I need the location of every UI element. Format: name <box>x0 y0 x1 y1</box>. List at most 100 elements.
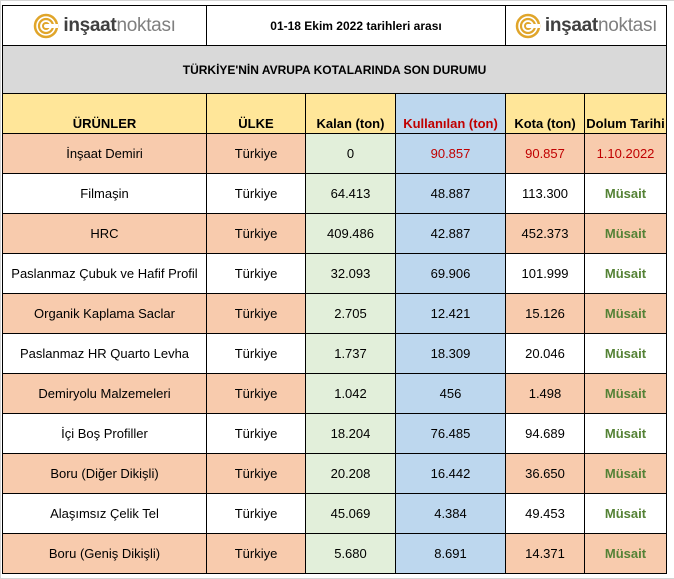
remaining-cell: 0 <box>305 133 396 174</box>
used-cell: 456 <box>395 373 506 414</box>
product-cell: İçi Boş Profiller <box>2 413 207 454</box>
country-cell: Türkiye <box>206 213 306 254</box>
used-cell: 4.384 <box>395 493 506 534</box>
country-cell: Türkiye <box>206 253 306 294</box>
status-cell: Müsait <box>584 533 667 574</box>
remaining-cell: 1.737 <box>305 333 396 374</box>
col-header-product: ÜRÜNLER <box>2 93 207 134</box>
status-cell: Müsait <box>584 213 667 254</box>
logo-left-light: noktası <box>116 14 176 36</box>
date-range: 01-18 Ekim 2022 tarihleri arası <box>206 5 506 46</box>
col-header-remaining: Kalan (ton) <box>305 93 396 134</box>
logo-right-cell: inşaatnoktası <box>505 5 667 46</box>
product-cell: HRC <box>2 213 207 254</box>
status-cell: Müsait <box>584 253 667 294</box>
product-cell: Organik Kaplama Saclar <box>2 293 207 334</box>
quota-cell: 15.126 <box>505 293 585 334</box>
logo-right-text: inşaatnoktası <box>544 14 658 37</box>
used-cell: 8.691 <box>395 533 506 574</box>
col-header-used: Kullanılan (ton) <box>395 93 506 134</box>
product-cell: İnşaat Demiri <box>2 133 207 174</box>
status-cell: Müsait <box>584 293 667 334</box>
remaining-cell: 64.413 <box>305 173 396 214</box>
status-cell: 1.10.2022 <box>584 133 667 174</box>
logo-left: inşaatnoktası <box>4 13 206 39</box>
quota-cell: 1.498 <box>505 373 585 414</box>
remaining-cell: 45.069 <box>305 493 396 534</box>
status-cell: Müsait <box>584 333 667 374</box>
quota-cell: 36.650 <box>505 453 585 494</box>
table-row: Paslanmaz Çubuk ve Hafif Profil Türkiye … <box>2 253 667 294</box>
remaining-cell: 18.204 <box>305 413 396 454</box>
quota-table: inşaatnoktası 01-18 Ekim 2022 tarihleri … <box>2 5 667 574</box>
country-cell: Türkiye <box>206 173 306 214</box>
country-cell: Türkiye <box>206 133 306 174</box>
product-cell: Alaşımsız Çelik Tel <box>2 493 207 534</box>
remaining-cell: 32.093 <box>305 253 396 294</box>
table-row: Demiryolu Malzemeleri Türkiye 1.042 456 … <box>2 373 667 414</box>
product-cell: Paslanmaz Çubuk ve Hafif Profil <box>2 253 207 294</box>
logo-right-bold: inşaat <box>544 14 598 36</box>
status-cell: Müsait <box>584 453 667 494</box>
quota-cell: 90.857 <box>505 133 585 174</box>
quota-cell: 14.371 <box>505 533 585 574</box>
logo-swirl-icon <box>515 13 541 38</box>
table-row: Boru (Geniş Dikişli) Türkiye 5.680 8.691… <box>2 533 667 574</box>
table-row: HRC Türkiye 409.486 42.887 452.373 Müsai… <box>2 213 667 254</box>
col-header-quota: Kota (ton) <box>505 93 585 134</box>
logo-left-bold: inşaat <box>63 14 117 36</box>
used-cell: 12.421 <box>395 293 506 334</box>
header-row: ÜRÜNLER ÜLKE Kalan (ton) Kullanılan (ton… <box>2 93 667 134</box>
remaining-cell: 5.680 <box>305 533 396 574</box>
quota-cell: 101.999 <box>505 253 585 294</box>
country-cell: Türkiye <box>206 293 306 334</box>
logo-right: inşaatnoktası <box>507 13 666 39</box>
country-cell: Türkiye <box>206 333 306 374</box>
status-cell: Müsait <box>584 373 667 414</box>
title-row: TÜRKİYE'NİN AVRUPA KOTALARINDA SON DURUM… <box>2 45 667 94</box>
quota-cell: 113.300 <box>505 173 585 214</box>
table-row: İçi Boş Profiller Türkiye 18.204 76.485 … <box>2 413 667 454</box>
used-cell: 16.442 <box>395 453 506 494</box>
country-cell: Türkiye <box>206 453 306 494</box>
quota-cell: 94.689 <box>505 413 585 454</box>
table-row: İnşaat Demiri Türkiye 0 90.857 90.857 1.… <box>2 133 667 174</box>
table-row: Boru (Diğer Dikişli) Türkiye 20.208 16.4… <box>2 453 667 494</box>
status-cell: Müsait <box>584 173 667 214</box>
remaining-cell: 2.705 <box>305 293 396 334</box>
used-cell: 18.309 <box>395 333 506 374</box>
table-row: Paslanmaz HR Quarto Levha Türkiye 1.737 … <box>2 333 667 374</box>
product-cell: Filmaşin <box>2 173 207 214</box>
logo-right-light: noktası <box>597 14 658 36</box>
remaining-cell: 1.042 <box>305 373 396 414</box>
status-cell: Müsait <box>584 413 667 454</box>
logo-left-cell: inşaatnoktası <box>2 5 207 46</box>
country-cell: Türkiye <box>206 493 306 534</box>
product-cell: Boru (Geniş Dikişli) <box>2 533 207 574</box>
used-cell: 76.485 <box>395 413 506 454</box>
quota-cell: 452.373 <box>505 213 585 254</box>
status-cell: Müsait <box>584 493 667 534</box>
logo-swirl-icon <box>34 13 59 38</box>
country-cell: Türkiye <box>206 533 306 574</box>
remaining-cell: 409.486 <box>305 213 396 254</box>
used-cell: 42.887 <box>395 213 506 254</box>
table-title: TÜRKİYE'NİN AVRUPA KOTALARINDA SON DURUM… <box>2 45 667 94</box>
product-cell: Demiryolu Malzemeleri <box>2 373 207 414</box>
table-row: Organik Kaplama Saclar Türkiye 2.705 12.… <box>2 293 667 334</box>
logo-left-text: inşaatnoktası <box>63 14 176 37</box>
quota-cell: 49.453 <box>505 493 585 534</box>
remaining-cell: 20.208 <box>305 453 396 494</box>
table-row: Filmaşin Türkiye 64.413 48.887 113.300 M… <box>2 173 667 214</box>
used-cell: 69.906 <box>395 253 506 294</box>
product-cell: Paslanmaz HR Quarto Levha <box>2 333 207 374</box>
product-cell: Boru (Diğer Dikişli) <box>2 453 207 494</box>
used-cell: 90.857 <box>395 133 506 174</box>
col-header-country: ÜLKE <box>206 93 306 134</box>
quota-cell: 20.046 <box>505 333 585 374</box>
logo-row: inşaatnoktası 01-18 Ekim 2022 tarihleri … <box>2 5 667 46</box>
used-cell: 48.887 <box>395 173 506 214</box>
col-header-fill-date: Dolum Tarihi <box>584 93 667 134</box>
table-row: Alaşımsız Çelik Tel Türkiye 45.069 4.384… <box>2 493 667 534</box>
